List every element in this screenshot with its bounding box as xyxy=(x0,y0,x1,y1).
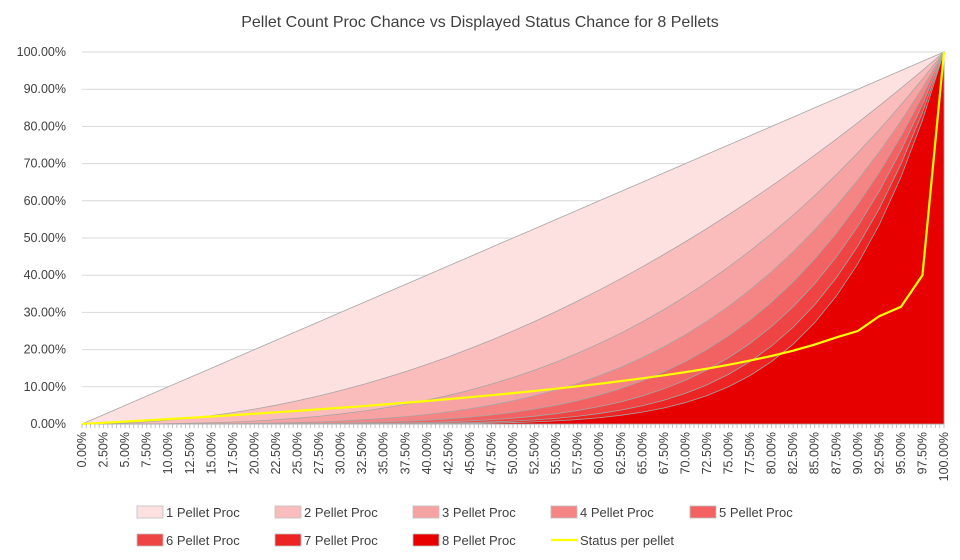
x-tick-label: 90.00% xyxy=(851,432,865,474)
y-tick-label: 70.00% xyxy=(24,157,66,171)
x-tick-label: 50.00% xyxy=(506,432,520,474)
x-tick-label: 92.50% xyxy=(872,432,886,474)
legend-swatch xyxy=(412,533,440,547)
x-tick-label: 65.00% xyxy=(635,432,649,474)
legend-label: 1 Pellet Proc xyxy=(166,505,240,520)
legend-item-2-pellet-proc: 2 Pellet Proc xyxy=(274,505,378,520)
y-axis: 0.00% 10.00% 20.00% 30.00% 40.00% 50.00% 60.00… xyxy=(17,45,66,431)
y-tick-label: 20.00% xyxy=(24,343,66,357)
x-tick-label: 77.50% xyxy=(743,432,757,474)
x-tick-label: 67.50% xyxy=(657,432,671,474)
y-tick-label: 90.00% xyxy=(24,82,66,96)
legend-swatch xyxy=(136,533,164,547)
legend-item-5-pellet-proc: 5 Pellet Proc xyxy=(689,505,793,520)
legend-label: 5 Pellet Proc xyxy=(719,505,793,520)
legend-label: 8 Pellet Proc xyxy=(442,533,516,548)
legend-swatch xyxy=(136,505,164,519)
legend-label: 2 Pellet Proc xyxy=(304,505,378,520)
x-tick-label: 17.50% xyxy=(226,432,240,474)
legend-label: 3 Pellet Proc xyxy=(442,505,516,520)
x-tick-label: 85.00% xyxy=(808,432,822,474)
x-tick-label: 55.00% xyxy=(549,432,563,474)
x-tick-label: 72.50% xyxy=(700,432,714,474)
x-tick-label: 10.00% xyxy=(161,432,175,474)
chart-title: Pellet Count Proc Chance vs Displayed St… xyxy=(241,14,719,31)
y-tick-label: 40.00% xyxy=(24,268,66,282)
legend: 1 Pellet Proc 2 Pellet Proc 3 Pellet Proc 4… xyxy=(136,505,793,548)
legend-item-status-per-pellet: Status per pellet xyxy=(551,533,674,548)
line-status-per-pellet xyxy=(81,51,946,426)
x-tick-label: 27.50% xyxy=(312,432,326,474)
x-tick-label: 25.00% xyxy=(291,432,305,474)
legend-swatch xyxy=(274,505,302,519)
x-tick-label: 30.00% xyxy=(334,432,348,474)
x-tick-label: 75.00% xyxy=(722,432,736,474)
x-tick-label: 62.50% xyxy=(614,432,628,474)
legend-item-1-pellet-proc: 1 Pellet Proc xyxy=(136,505,240,520)
legend-swatch xyxy=(550,505,578,519)
x-tick-label: 22.50% xyxy=(269,432,283,474)
x-tick-label: 5.00% xyxy=(118,432,132,467)
x-tick-label: 52.50% xyxy=(528,432,542,474)
y-tick-label: 80.00% xyxy=(24,119,66,133)
x-tick-label: 45.00% xyxy=(463,432,477,474)
x-tick-label: 70.00% xyxy=(678,432,692,474)
x-tick-label: 15.00% xyxy=(204,432,218,474)
x-tick-label: 100.00% xyxy=(937,432,951,481)
x-tick-label: 97.50% xyxy=(915,432,929,474)
y-tick-label: 50.00% xyxy=(24,231,66,245)
legend-label: 7 Pellet Proc xyxy=(304,533,378,548)
x-tick-label: 57.50% xyxy=(571,432,585,474)
y-tick-label: 10.00% xyxy=(24,380,66,394)
x-tick-label: 20.00% xyxy=(247,432,261,474)
x-tick-label: 60.00% xyxy=(592,432,606,474)
x-tick-label: 37.50% xyxy=(398,432,412,474)
x-tick-label: 47.50% xyxy=(484,432,498,474)
x-axis: 0.00% 2.50% 5.00% 7.50% 10.00% 12.50% 15.00% 17… xyxy=(75,424,951,481)
x-tick-label: 87.50% xyxy=(829,432,843,474)
x-tick-label: 80.00% xyxy=(765,432,779,474)
x-tick-label: 35.00% xyxy=(377,432,391,474)
x-tick-label: 7.50% xyxy=(140,432,154,467)
legend-item-3-pellet-proc: 3 Pellet Proc xyxy=(412,505,516,520)
x-tick-label: 95.00% xyxy=(894,432,908,474)
y-tick-label: 100.00% xyxy=(17,45,66,59)
legend-item-6-pellet-proc: 6 Pellet Proc xyxy=(136,533,240,548)
legend-item-8-pellet-proc: 8 Pellet Proc xyxy=(412,533,516,548)
x-tick-label: 82.50% xyxy=(786,432,800,474)
x-tick-label: 2.50% xyxy=(97,432,111,467)
x-tick-label: 40.00% xyxy=(420,432,434,474)
legend-swatch xyxy=(412,505,440,519)
legend-label: 4 Pellet Proc xyxy=(580,505,654,520)
y-tick-label: 0.00% xyxy=(31,417,66,431)
x-tick-label: 32.50% xyxy=(355,432,369,474)
y-tick-label: 60.00% xyxy=(24,194,66,208)
x-tick-label: 12.50% xyxy=(183,432,197,474)
line-series xyxy=(81,51,946,426)
legend-label: 6 Pellet Proc xyxy=(166,533,240,548)
y-tick-label: 30.00% xyxy=(24,305,66,319)
area-series xyxy=(81,50,945,425)
legend-swatch xyxy=(689,505,717,519)
legend-label: Status per pellet xyxy=(580,533,674,548)
x-tick-label: 0.00% xyxy=(75,432,89,467)
legend-item-7-pellet-proc: 7 Pellet Proc xyxy=(274,533,378,548)
legend-swatch xyxy=(274,533,302,547)
x-tick-label: 42.50% xyxy=(441,432,455,474)
legend-item-4-pellet-proc: 4 Pellet Proc xyxy=(550,505,654,520)
